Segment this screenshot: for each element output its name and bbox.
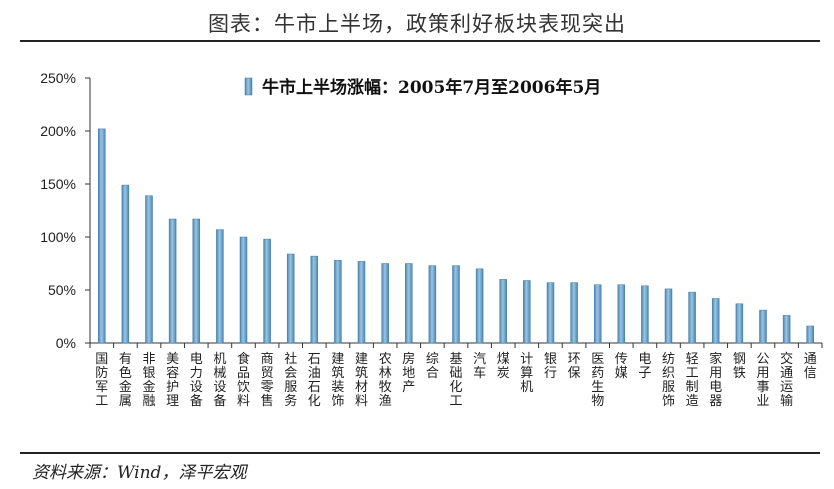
- category-label: 家用电器: [709, 351, 722, 409]
- bar-交通运输: [782, 315, 791, 344]
- category-label: 电子: [638, 352, 651, 381]
- bar-食品饮料: [239, 236, 248, 344]
- bar-电子: [641, 285, 649, 344]
- y-tick-label: 200%: [40, 123, 76, 139]
- category-label: 电力设备: [190, 352, 203, 409]
- y-tick-label: 0%: [56, 335, 76, 351]
- category-label: 交通运输: [780, 351, 793, 409]
- bar-商贸零售: [263, 238, 271, 344]
- category-label: 建筑装饰: [331, 352, 344, 409]
- category-label: 有色金属: [119, 352, 132, 409]
- bar-房地产: [405, 263, 413, 344]
- category-label: 计算机: [520, 352, 533, 395]
- category-label: 石油石化: [308, 352, 321, 409]
- y-tick-label: 250%: [40, 70, 76, 86]
- bar-农林牧渔: [381, 263, 389, 344]
- y-tick-labels: 0% 50% 100% 150% 200% 250%: [40, 70, 90, 351]
- category-label: 通信: [804, 352, 817, 381]
- category-label: 轻工制造: [686, 352, 699, 409]
- category-label: 基础化工: [449, 352, 462, 409]
- category-label: 国防军工: [95, 352, 108, 409]
- bar-综合: [428, 265, 437, 344]
- bar-医药生物: [593, 284, 602, 344]
- category-label: 社会服务: [284, 351, 297, 409]
- category-label: 机械设备: [213, 352, 226, 409]
- category-label: 纺织服饰: [662, 352, 675, 409]
- bar-公用事业: [759, 309, 767, 344]
- category-label: 商贸零售: [261, 352, 274, 409]
- bar-机械设备: [216, 229, 224, 344]
- bar-环保: [570, 282, 578, 344]
- bar-汽车: [475, 268, 484, 344]
- legend-label: 牛市上半场涨幅：2005年7月至2006年5月: [262, 77, 601, 98]
- source-note: 资料来源：Wind，泽平宏观: [32, 463, 247, 483]
- legend-swatch: [244, 77, 253, 96]
- bar-建筑材料: [357, 261, 366, 344]
- bar-轻工制造: [688, 291, 696, 344]
- category-labels: 国防军工有色金属非银金融美容护理电力设备机械设备食品饮料商贸零售社会服务石油石化…: [89, 343, 823, 409]
- y-tick-label: 50%: [48, 282, 76, 298]
- bar-社会服务: [286, 253, 295, 344]
- category-label: 煤炭: [497, 352, 510, 381]
- bar-纺织服饰: [664, 288, 673, 344]
- category-label: 环保: [568, 352, 581, 381]
- bar-有色金属: [121, 184, 130, 344]
- bar-非银金融: [145, 195, 153, 344]
- bar-银行: [546, 282, 555, 344]
- category-label: 银行: [544, 352, 557, 381]
- chart-bars: [98, 128, 814, 344]
- y-tick-label: 150%: [40, 176, 76, 192]
- top-rule: [20, 40, 820, 42]
- category-label: 综合: [426, 352, 439, 381]
- bar-电力设备: [192, 218, 201, 344]
- bar-传媒: [617, 284, 626, 344]
- page-title: 图表：牛市上半场，政策利好板块表现突出: [208, 12, 626, 36]
- bar-美容护理: [168, 218, 177, 344]
- category-label: 非银金融: [142, 352, 155, 409]
- bar-计算机: [523, 280, 531, 344]
- bar-基础化工: [452, 265, 460, 344]
- bar-通信: [806, 325, 814, 344]
- category-label: 传媒: [615, 352, 628, 381]
- y-tick-label: 100%: [40, 229, 76, 245]
- chart-legend: 牛市上半场涨幅：2005年7月至2006年5月: [244, 77, 601, 98]
- bar-家用电器: [711, 298, 720, 344]
- bottom-rule: [20, 452, 820, 454]
- category-label: 食品饮料: [237, 351, 250, 409]
- bar-国防军工: [98, 128, 106, 344]
- bar-煤炭: [499, 279, 507, 344]
- category-label: 汽车: [473, 352, 486, 381]
- category-label: 农林牧渔: [379, 352, 392, 409]
- bar-钢铁: [735, 303, 744, 344]
- bar-建筑装饰: [334, 260, 342, 344]
- category-label: 美容护理: [166, 352, 179, 409]
- category-label: 医药生物: [591, 352, 604, 409]
- category-label: 公用事业: [756, 352, 769, 409]
- category-label: 建筑材料: [355, 352, 368, 409]
- bar-石油石化: [310, 255, 319, 344]
- category-label: 钢铁: [733, 352, 746, 381]
- category-label: 房地产: [402, 351, 415, 395]
